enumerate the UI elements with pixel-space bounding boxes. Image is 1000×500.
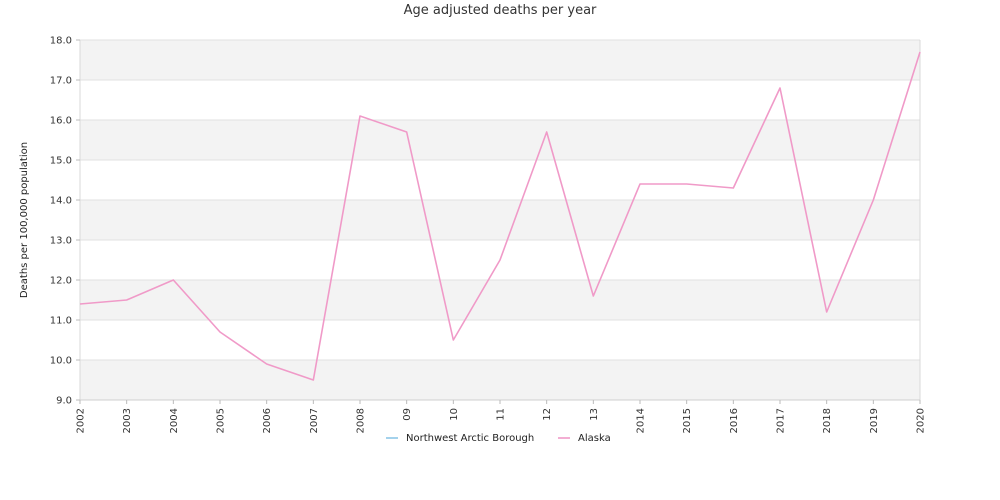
y-tick-label: 18.0: [50, 36, 72, 47]
x-tick-label: 2020: [916, 408, 927, 433]
legend: Northwest Arctic Borough Alaska: [386, 433, 611, 444]
grid-band: [80, 200, 920, 240]
y-tick-label: 16.0: [50, 116, 72, 127]
x-tick-label: 2016: [729, 408, 740, 433]
x-tick-label: 2018: [822, 408, 833, 433]
x-tick-label: 11: [496, 408, 507, 421]
x-tick-label: 13: [589, 408, 600, 421]
chart-title: Age adjusted deaths per year: [403, 3, 597, 18]
legend-label[interactable]: Northwest Arctic Borough: [406, 433, 534, 444]
y-tick-label: 11.0: [50, 316, 72, 327]
x-tick-label: 2005: [216, 408, 227, 433]
y-tick-label: 9.0: [56, 396, 72, 407]
series-lines: [79, 51, 921, 381]
grid-band: [80, 360, 920, 400]
grid-band: [80, 280, 920, 320]
y-tick-label: 17.0: [50, 76, 72, 87]
y-tick-label: 13.0: [50, 236, 72, 247]
series-line-alaska: [79, 51, 921, 381]
y-axis-title: Deaths per 100,000 population: [19, 142, 30, 298]
legend-label[interactable]: Alaska: [578, 433, 611, 444]
x-tick-label: 2004: [169, 408, 180, 433]
y-tick-label: 15.0: [50, 156, 72, 167]
x-tick-label: 2019: [869, 408, 880, 433]
x-tick-label: 2006: [262, 408, 273, 433]
y-axis-ticks: 9.0 10.0 11.0 12.0 13.0 14.0 15.0 16.0 17.0 18.0: [50, 36, 80, 407]
y-tick-label: 14.0: [50, 196, 72, 207]
grid-bands: [80, 40, 920, 400]
x-tick-label: 2003: [122, 408, 133, 433]
y-tick-label: 12.0: [50, 276, 72, 287]
x-tick-label: 2002: [76, 408, 87, 433]
x-tick-label: 12: [542, 408, 553, 421]
x-tick-label: 2014: [636, 408, 647, 433]
x-tick-label: 2017: [776, 408, 787, 433]
x-axis-ticks: 2002 2003 2004 2005 2006 2007 2008 09 10 11 12 13 20…: [76, 400, 927, 433]
y-tick-label: 10.0: [50, 356, 72, 367]
grid-band: [80, 120, 920, 160]
x-tick-label: 09: [402, 408, 413, 421]
x-tick-label: 10: [449, 408, 460, 421]
x-tick-label: 2007: [309, 408, 320, 433]
x-tick-label: 2008: [356, 408, 367, 433]
grid-band: [80, 40, 920, 80]
x-tick-label: 2015: [682, 408, 693, 433]
